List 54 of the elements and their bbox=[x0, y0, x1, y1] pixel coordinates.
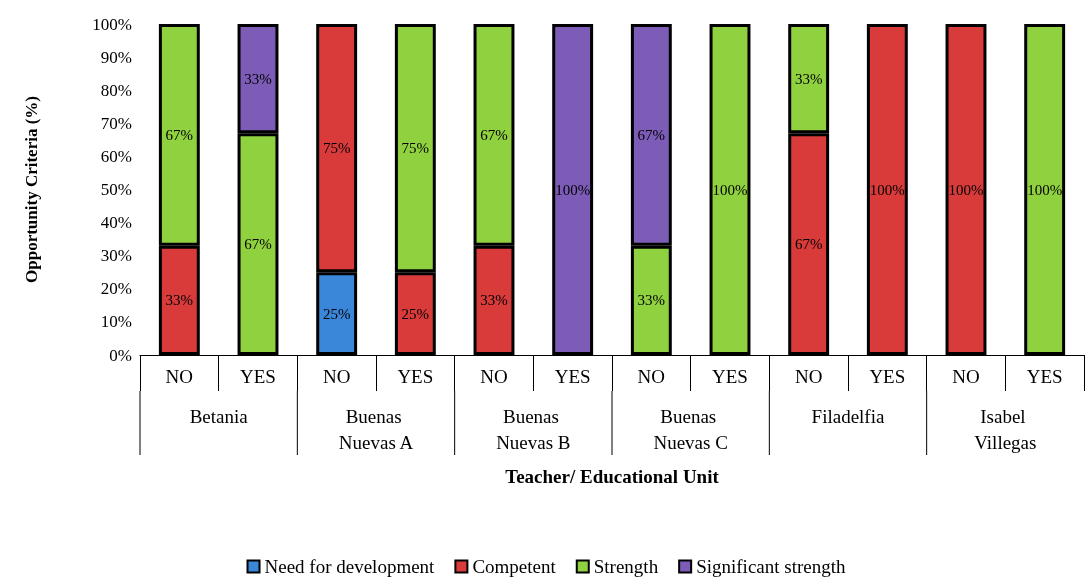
data-label: 100% bbox=[555, 181, 591, 198]
data-label: 67% bbox=[637, 126, 666, 143]
text: Buenas Nuevas A bbox=[338, 405, 414, 453]
data-label: 33% bbox=[794, 70, 823, 87]
data-label: 75% bbox=[322, 140, 351, 157]
data-label: 67% bbox=[794, 236, 823, 253]
x-tick-label: YES bbox=[712, 366, 748, 387]
data-label: 100% bbox=[712, 181, 748, 198]
data-label: 33% bbox=[637, 292, 666, 309]
y-tick-label: 100% bbox=[92, 14, 132, 34]
y-tick-label: 60% bbox=[100, 146, 132, 166]
x-tick-label: NO bbox=[480, 366, 508, 387]
x-tick-label: NO bbox=[794, 366, 823, 387]
text: Buenas Nuevas B bbox=[496, 405, 571, 453]
x-tick-label: YES bbox=[397, 366, 434, 387]
x-tick-label: YES bbox=[240, 366, 276, 387]
text: Filadelfia bbox=[811, 405, 885, 427]
y-tick-label: 80% bbox=[100, 80, 132, 100]
data-label: 67% bbox=[165, 126, 194, 143]
x-tick-label: YES bbox=[554, 366, 591, 387]
data-label: 75% bbox=[401, 140, 430, 157]
data-label: 25% bbox=[322, 305, 351, 322]
legend-label: Strength bbox=[593, 556, 659, 577]
data-label: 67% bbox=[244, 236, 272, 253]
x-tick-label: YES bbox=[869, 366, 906, 387]
x-axis-title: Teacher/ Educational Unit bbox=[505, 466, 720, 487]
legend-label: Competent bbox=[472, 556, 557, 577]
text: Buenas Nuevas C bbox=[653, 405, 728, 453]
y-tick-label: 0% bbox=[109, 345, 132, 365]
y-tick-label: 90% bbox=[100, 47, 132, 67]
data-label: 25% bbox=[401, 305, 430, 322]
data-label: 33% bbox=[480, 292, 508, 309]
data-label: 67% bbox=[480, 126, 508, 143]
y-tick-label: 30% bbox=[100, 246, 132, 266]
legend-label: Significant strength bbox=[696, 556, 846, 577]
data-label: 100% bbox=[869, 181, 905, 198]
data-label: 100% bbox=[1027, 181, 1063, 198]
data-label: 100% bbox=[948, 181, 984, 198]
y-tick-label: 50% bbox=[100, 180, 132, 199]
legend-label: Need for development bbox=[264, 556, 436, 577]
x-tick-label: NO bbox=[165, 366, 194, 387]
y-tick-label: 10% bbox=[100, 312, 132, 332]
data-label: 33% bbox=[165, 292, 194, 309]
x-tick-label: NO bbox=[322, 366, 351, 387]
x-tick-label: NO bbox=[637, 366, 666, 387]
y-axis-title: Opportunity Criteria (%) bbox=[22, 96, 41, 283]
text: Isabel Villegas bbox=[974, 405, 1037, 453]
y-tick-label: 20% bbox=[100, 279, 132, 299]
y-tick-label: 70% bbox=[100, 113, 132, 133]
x-tick-label: YES bbox=[1026, 366, 1063, 387]
y-tick-label: 40% bbox=[100, 213, 132, 233]
x-tick-label: NO bbox=[952, 366, 980, 387]
text: Betania bbox=[189, 405, 249, 427]
data-label: 33% bbox=[244, 70, 272, 87]
